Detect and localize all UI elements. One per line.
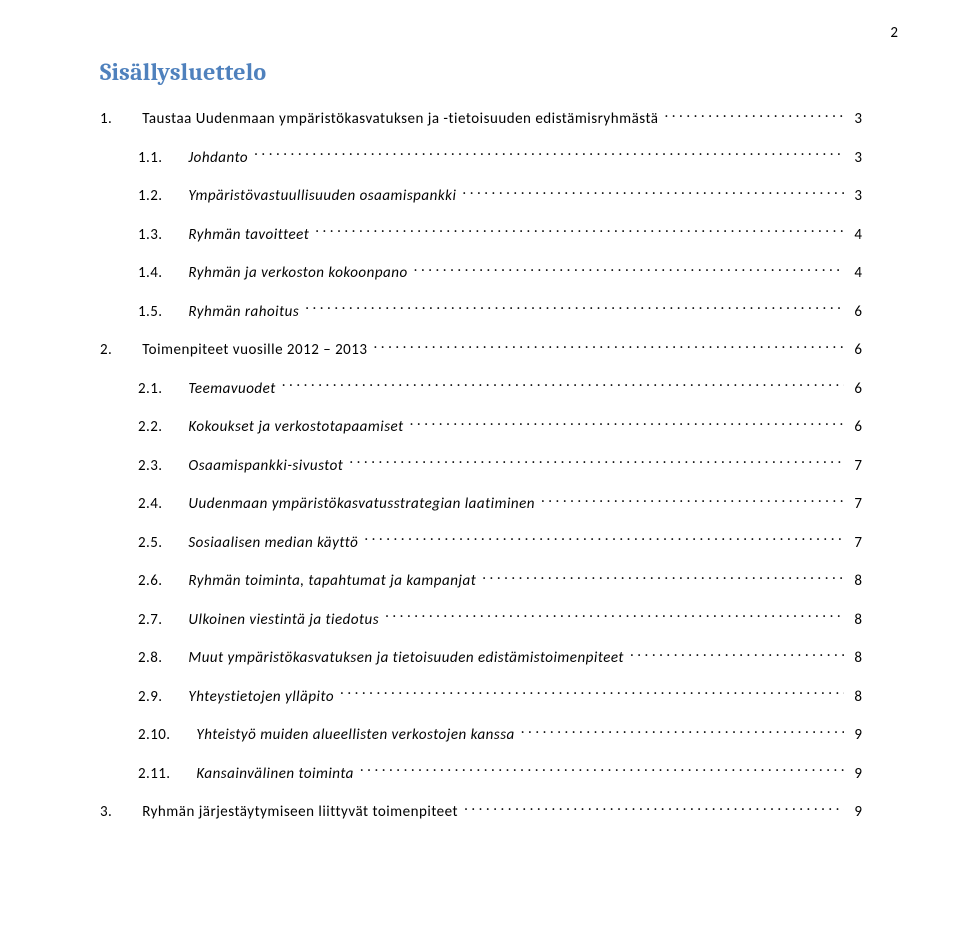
toc-entry-page: 9 (854, 803, 862, 823)
toc-entry-label: Muut ympäristökasvatuksen ja tietoisuude… (188, 649, 624, 669)
toc-leader-dots (340, 686, 844, 701)
toc-entry-label: Sosiaalisen median käyttö (188, 534, 358, 554)
toc-entry-page: 7 (854, 457, 862, 477)
toc-leader-dots (385, 609, 844, 624)
toc-entry-page: 4 (854, 226, 862, 246)
toc-entry-number: 2.5. (138, 534, 162, 554)
toc-entry-number: 1. (100, 110, 112, 130)
toc-leader-dots (360, 763, 845, 778)
toc-leader-dots (630, 647, 844, 662)
toc-row: 1.1. Johdanto 3 (100, 147, 862, 169)
toc-entry-number: 3. (100, 803, 112, 823)
toc-entry-number: 2.2. (138, 418, 162, 438)
toc-leader-dots (315, 224, 844, 239)
toc-leader-dots (521, 724, 845, 739)
toc-entry-number: 2.8. (138, 649, 162, 669)
toc-row: 2.9. Yhteystietojen ylläpito 8 (100, 686, 862, 708)
toc-entry-number: 2.10. (138, 726, 170, 746)
toc-entry-number: 2.11. (138, 765, 170, 785)
page-number: 2 (890, 24, 898, 42)
toc-row: 2.10. Yhteistyö muiden alueellisten verko… (100, 724, 862, 746)
toc-entry-label: Ryhmän toiminta, tapahtumat ja kampanjat (188, 572, 476, 592)
toc-entry-label: Ryhmän järjestäytymiseen liittyvät toime… (142, 803, 458, 823)
toc-row: 2.7. Ulkoinen viestintä ja tiedotus 8 (100, 609, 862, 631)
toc-leader-dots (541, 493, 844, 508)
toc-entry-label: Taustaa Uudenmaan ympäristökasvatuksen j… (142, 110, 658, 130)
toc-leader-dots (305, 301, 844, 316)
toc-leader-dots (282, 378, 845, 393)
toc-heading: Sisällysluettelo (100, 58, 862, 86)
toc-entry-page: 8 (854, 572, 862, 592)
toc-entry-label: Ympäristövastuullisuuden osaamispankki (188, 187, 456, 207)
toc-entry-number: 2.4. (138, 495, 162, 515)
toc-row: 1.2. Ympäristövastuullisuuden osaamispank… (100, 185, 862, 207)
toc-leader-dots (664, 108, 844, 123)
toc-entry-page: 6 (854, 303, 862, 323)
toc-entry-page: 3 (854, 149, 862, 169)
toc-row: 1.4. Ryhmän ja verkoston kokoonpano 4 (100, 262, 862, 284)
toc-entry-label: Ryhmän rahoitus (188, 303, 299, 323)
table-of-contents: 1. Taustaa Uudenmaan ympäristökasvatuksen… (100, 108, 862, 823)
toc-row: 1.3. Ryhmän tavoitteet 4 (100, 224, 862, 246)
toc-entry-label: Ryhmän ja verkoston kokoonpano (188, 264, 407, 284)
toc-entry-label: Yhteystietojen ylläpito (188, 688, 334, 708)
toc-entry-label: Teemavuodet (188, 380, 275, 400)
toc-leader-dots (364, 532, 844, 547)
toc-entry-label: Ulkoinen viestintä ja tiedotus (188, 611, 379, 631)
toc-entry-page: 8 (854, 649, 862, 669)
toc-leader-dots (374, 339, 845, 354)
toc-entry-number: 2.6. (138, 572, 162, 592)
toc-row: 2.1. Teemavuodet 6 (100, 378, 862, 400)
toc-entry-page: 9 (854, 765, 862, 785)
toc-entry-page: 3 (854, 110, 862, 130)
toc-leader-dots (410, 416, 845, 431)
toc-leader-dots (482, 570, 844, 585)
toc-leader-dots (349, 455, 844, 470)
toc-entry-number: 2.3. (138, 457, 162, 477)
toc-entry-page: 7 (854, 534, 862, 554)
toc-entry-label: Toimenpiteet vuosille 2012 – 2013 (142, 341, 367, 361)
toc-entry-page: 9 (854, 726, 862, 746)
toc-leader-dots (254, 147, 844, 162)
toc-row: 2. Toimenpiteet vuosille 2012 – 2013 6 (100, 339, 862, 361)
toc-row: 3. Ryhmän järjestäytymiseen liittyvät toi… (100, 801, 862, 823)
toc-entry-number: 1.2. (138, 187, 162, 207)
toc-entry-page: 8 (854, 611, 862, 631)
toc-entry-page: 4 (854, 264, 862, 284)
toc-entry-label: Johdanto (188, 149, 248, 169)
toc-entry-label: Uudenmaan ympäristökasvatusstrategian la… (188, 495, 535, 515)
toc-row: 2.8. Muut ympäristökasvatuksen ja tietois… (100, 647, 862, 669)
toc-entry-label: Ryhmän tavoitteet (188, 226, 309, 246)
toc-entry-page: 7 (854, 495, 862, 515)
toc-row: 2.3. Osaamispankki-sivustot 7 (100, 455, 862, 477)
toc-entry-number: 2.9. (138, 688, 162, 708)
toc-entry-page: 6 (854, 380, 862, 400)
toc-entry-number: 1.4. (138, 264, 162, 284)
toc-entry-number: 1.3. (138, 226, 162, 246)
toc-entry-number: 2.1. (138, 380, 162, 400)
toc-entry-page: 3 (854, 187, 862, 207)
toc-entry-label: Osaamispankki-sivustot (188, 457, 343, 477)
toc-row: 1. Taustaa Uudenmaan ympäristökasvatuksen… (100, 108, 862, 130)
document-page: 2 Sisällysluettelo 1. Taustaa Uudenmaan y… (0, 0, 960, 941)
toc-entry-number: 1.5. (138, 303, 162, 323)
toc-entry-label: Kokoukset ja verkostotapaamiset (188, 418, 403, 438)
toc-row: 1.5. Ryhmän rahoitus 6 (100, 301, 862, 323)
toc-leader-dots (464, 801, 844, 816)
toc-row: 2.2. Kokoukset ja verkostotapaamiset 6 (100, 416, 862, 438)
toc-entry-number: 2.7. (138, 611, 162, 631)
toc-entry-page: 8 (854, 688, 862, 708)
toc-row: 2.11. Kansainvälinen toiminta 9 (100, 763, 862, 785)
toc-leader-dots (414, 262, 845, 277)
toc-entry-number: 1.1. (138, 149, 162, 169)
toc-row: 2.4. Uudenmaan ympäristökasvatusstrategia… (100, 493, 862, 515)
toc-row: 2.5. Sosiaalisen median käyttö 7 (100, 532, 862, 554)
toc-entry-label: Kansainvälinen toiminta (196, 765, 353, 785)
toc-entry-page: 6 (854, 418, 862, 438)
toc-entry-label: Yhteistyö muiden alueellisten verkostoje… (196, 726, 514, 746)
toc-row: 2.6. Ryhmän toiminta, tapahtumat ja kampa… (100, 570, 862, 592)
toc-entry-page: 6 (854, 341, 862, 361)
toc-leader-dots (462, 185, 844, 200)
toc-entry-number: 2. (100, 341, 112, 361)
